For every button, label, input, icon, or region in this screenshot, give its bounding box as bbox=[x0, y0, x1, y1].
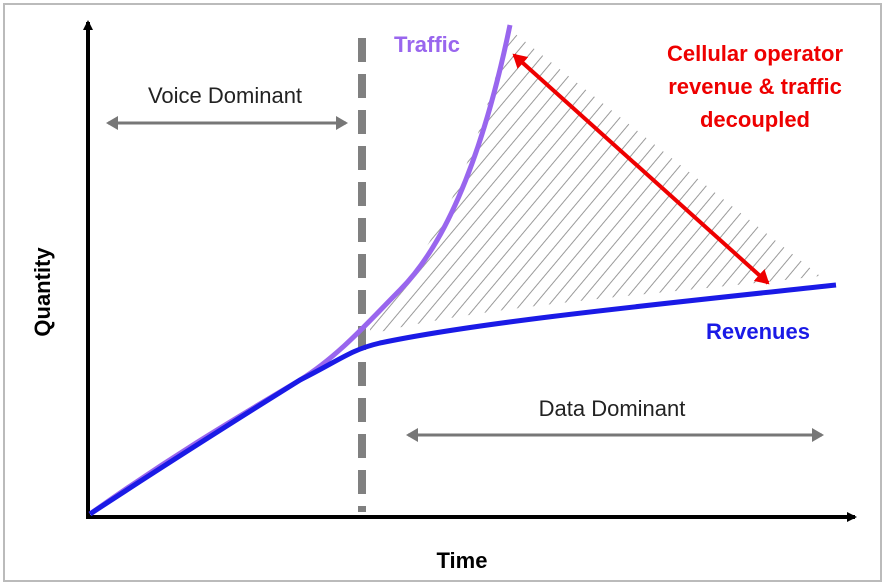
revenue-label: Revenues bbox=[706, 319, 810, 344]
x-axis-label: Time bbox=[437, 548, 488, 573]
annotation-line: revenue & traffic bbox=[668, 74, 842, 99]
revenue-curve bbox=[88, 282, 837, 517]
annotation-line: decoupled bbox=[700, 107, 810, 132]
y-axis-label: Quantity bbox=[30, 247, 55, 337]
annotation-line: Cellular operator bbox=[667, 41, 843, 66]
decoupled-arrow bbox=[512, 53, 770, 285]
voice-label: Voice Dominant bbox=[148, 83, 302, 108]
data-label: Data Dominant bbox=[539, 396, 686, 421]
traffic-label: Traffic bbox=[394, 32, 460, 57]
